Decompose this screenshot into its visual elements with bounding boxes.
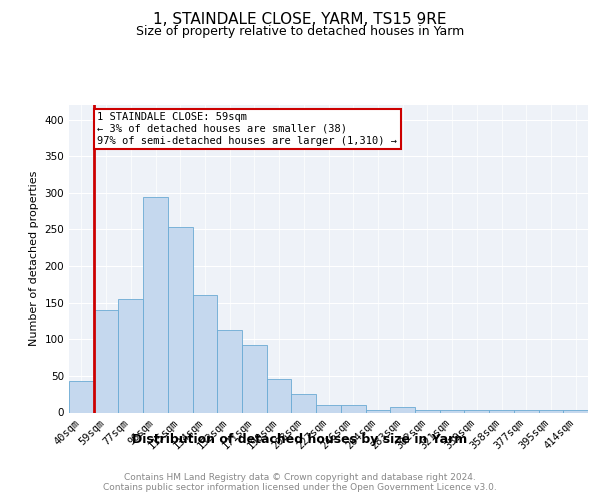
Bar [539,410,563,412]
Bar [415,410,440,412]
Bar [440,410,464,412]
Bar [489,410,514,412]
Bar [464,410,489,412]
Bar [341,405,365,412]
Bar [390,406,415,412]
Text: Distribution of detached houses by size in Yarm: Distribution of detached houses by size … [133,432,467,446]
Y-axis label: Number of detached properties: Number of detached properties [29,171,39,346]
Bar [69,381,94,412]
Text: 1, STAINDALE CLOSE, YARM, TS15 9RE: 1, STAINDALE CLOSE, YARM, TS15 9RE [153,12,447,28]
Bar [316,405,341,412]
Bar [118,299,143,412]
Text: Size of property relative to detached houses in Yarm: Size of property relative to detached ho… [136,25,464,38]
Bar [94,310,118,412]
Text: Contains HM Land Registry data © Crown copyright and database right 2024.
Contai: Contains HM Land Registry data © Crown c… [103,472,497,492]
Bar [143,196,168,412]
Text: 1 STAINDALE CLOSE: 59sqm
← 3% of detached houses are smaller (38)
97% of semi-de: 1 STAINDALE CLOSE: 59sqm ← 3% of detache… [97,112,397,146]
Bar [217,330,242,412]
Bar [563,410,588,412]
Bar [193,294,217,412]
Bar [168,228,193,412]
Bar [514,410,539,412]
Bar [292,394,316,412]
Bar [267,379,292,412]
Bar [242,345,267,412]
Bar [365,410,390,412]
